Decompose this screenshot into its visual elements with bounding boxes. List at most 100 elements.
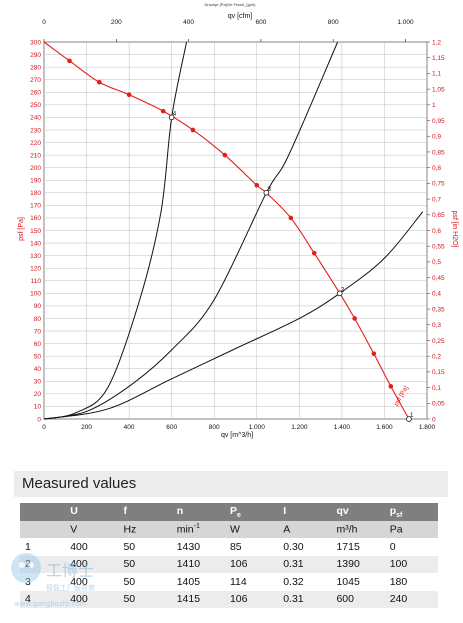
table-cell-text: 240 (389, 593, 408, 606)
operating-point-label: 3 (267, 186, 271, 193)
y-right-tick-label: 1,1 (432, 71, 441, 78)
y-left-tick-label: 70 (34, 328, 42, 335)
y-left-tick-label: 10 (34, 404, 42, 411)
y-left-tick-label: 250 (30, 102, 41, 109)
header-cell-text: P (229, 504, 237, 517)
table-cell: 3 (20, 573, 66, 591)
y-right-tick-label: 0 (432, 416, 436, 423)
table-cell: 400 (65, 573, 119, 591)
unit-cell-text: V (70, 523, 78, 536)
table-cell-text: 50 (123, 575, 136, 588)
fan-curve-point (371, 351, 377, 356)
unit-cell (20, 520, 66, 538)
table-cell-text: 0 (389, 540, 396, 553)
table-cell-text: 1 (25, 540, 31, 553)
table-cell-text: 3 (25, 576, 31, 588)
y-left-tick-label: 170 (30, 203, 41, 210)
header-cell-text: U (70, 504, 78, 517)
operating-point-2 (336, 290, 343, 297)
unit-cell-text: Pa (389, 523, 403, 536)
table-cell: 1 (20, 538, 66, 556)
fan-curve-point (388, 384, 394, 389)
header-cell: f (118, 503, 172, 521)
table-cell: 1415 (171, 590, 225, 608)
y-left-tick-label: 130 (30, 253, 41, 260)
y-right-tick-label: 0,15 (432, 369, 445, 376)
table-cell-text: 1390 (336, 558, 360, 571)
table-cell-text: 4 (25, 593, 31, 606)
y-left-tick-label: 220 (30, 140, 41, 147)
header-cell: psf (384, 503, 438, 521)
y-right-tick-label: 0,3 (432, 322, 441, 329)
table-cell: 0 (384, 538, 438, 556)
y-left-tick-label: 280 (30, 64, 41, 71)
y-left-tick-label: 50 (34, 353, 42, 360)
y-left-tick-label: 0 (37, 416, 41, 423)
fan-curve-point (288, 215, 294, 221)
unit-cell-text: Hz (123, 523, 137, 536)
table-cell: 0.32 (278, 573, 332, 591)
table-cell: 106 (224, 555, 279, 573)
table-cell-text: 85 (229, 540, 242, 553)
system-curve-3 (43, 211, 424, 420)
table-cell: 0.31 (278, 555, 332, 573)
y-left-tick-label: 20 (34, 391, 42, 398)
y-right-tick-label: 0,25 (432, 338, 445, 345)
table-cell: 50 (118, 555, 172, 573)
y-right-tick-label: 0,9 (432, 134, 441, 141)
header-cell: n (171, 503, 225, 521)
unit-cell-text: min (176, 523, 194, 536)
measured-values-title: Measured values (14, 471, 448, 497)
fan-curve-point (190, 127, 196, 133)
table-cell: 240 (384, 590, 438, 608)
x-bottom-tick-label: 200 (81, 424, 92, 431)
header-cell-text: qv (336, 504, 349, 517)
table-cell: 1410 (171, 555, 225, 573)
table-cell: 400 (65, 555, 119, 573)
table-row: 4 400 50 1415 106 0.31 600 240 (20, 590, 438, 608)
x-bottom-tick-label: 0 (42, 424, 46, 431)
table-cell-text: 400 (70, 540, 88, 553)
y-left-tick-label: 40 (34, 366, 42, 373)
table-cell-text: 100 (389, 558, 408, 571)
y-left-tick-label: 260 (30, 90, 41, 97)
table-cell: 106 (224, 590, 279, 608)
header-cell: qv (331, 503, 385, 521)
unit-cell: min-1 (171, 520, 225, 538)
fan-curve-point (67, 58, 72, 64)
header-cell-mark: sf (396, 511, 403, 519)
fan-curve-point (97, 79, 102, 85)
y-right-tick-label: 0,75 (432, 181, 445, 188)
header-cell: Pe (224, 503, 279, 521)
table-cell: 1390 (331, 555, 385, 573)
operating-point-label: 1 (410, 412, 414, 419)
watermark-logo: 工博士 智能工厂服务商 www.gongboshi.com (11, 553, 95, 608)
x-bottom-tick-label: 1.000 (249, 424, 266, 431)
x-bottom-tick-label: 1.200 (291, 424, 308, 431)
fan-curve-point (311, 250, 317, 256)
unit-cell: W (224, 520, 279, 538)
unit-cell-text: W (229, 523, 240, 536)
y-left-tick-label: 210 (30, 152, 41, 159)
table-cell-text: 50 (123, 540, 136, 553)
y-right-tick-label: 0,4 (432, 291, 441, 298)
operating-point-label: 4 (173, 110, 177, 117)
y-right-tick-label: 0,85 (432, 149, 445, 156)
fan-curve-line (43, 41, 410, 420)
y-right-tick-label: 0,7 (432, 196, 441, 203)
unit-cell-mark: -1 (193, 523, 200, 530)
y-left-tick-label: 30 (34, 379, 42, 386)
header-cell-mark: e (236, 511, 241, 519)
x-bottom-tick-label: 600 (166, 424, 177, 431)
y-left-tick-label: 60 (34, 341, 42, 348)
y-right-tick-label: 0,1 (432, 385, 441, 392)
y-right-tick-label: 0,95 (432, 118, 445, 125)
y-right-tick-label: 1,15 (432, 55, 445, 62)
unit-cell: m³/h (331, 520, 385, 538)
y-right-tick-label: 0,55 (432, 244, 445, 251)
table-cell: 114 (224, 573, 279, 591)
chart-title: Druckpr [Pa]/Ve Flow/l_(gzh) (205, 2, 257, 7)
x-bottom-tick-label: 400 (124, 424, 135, 431)
